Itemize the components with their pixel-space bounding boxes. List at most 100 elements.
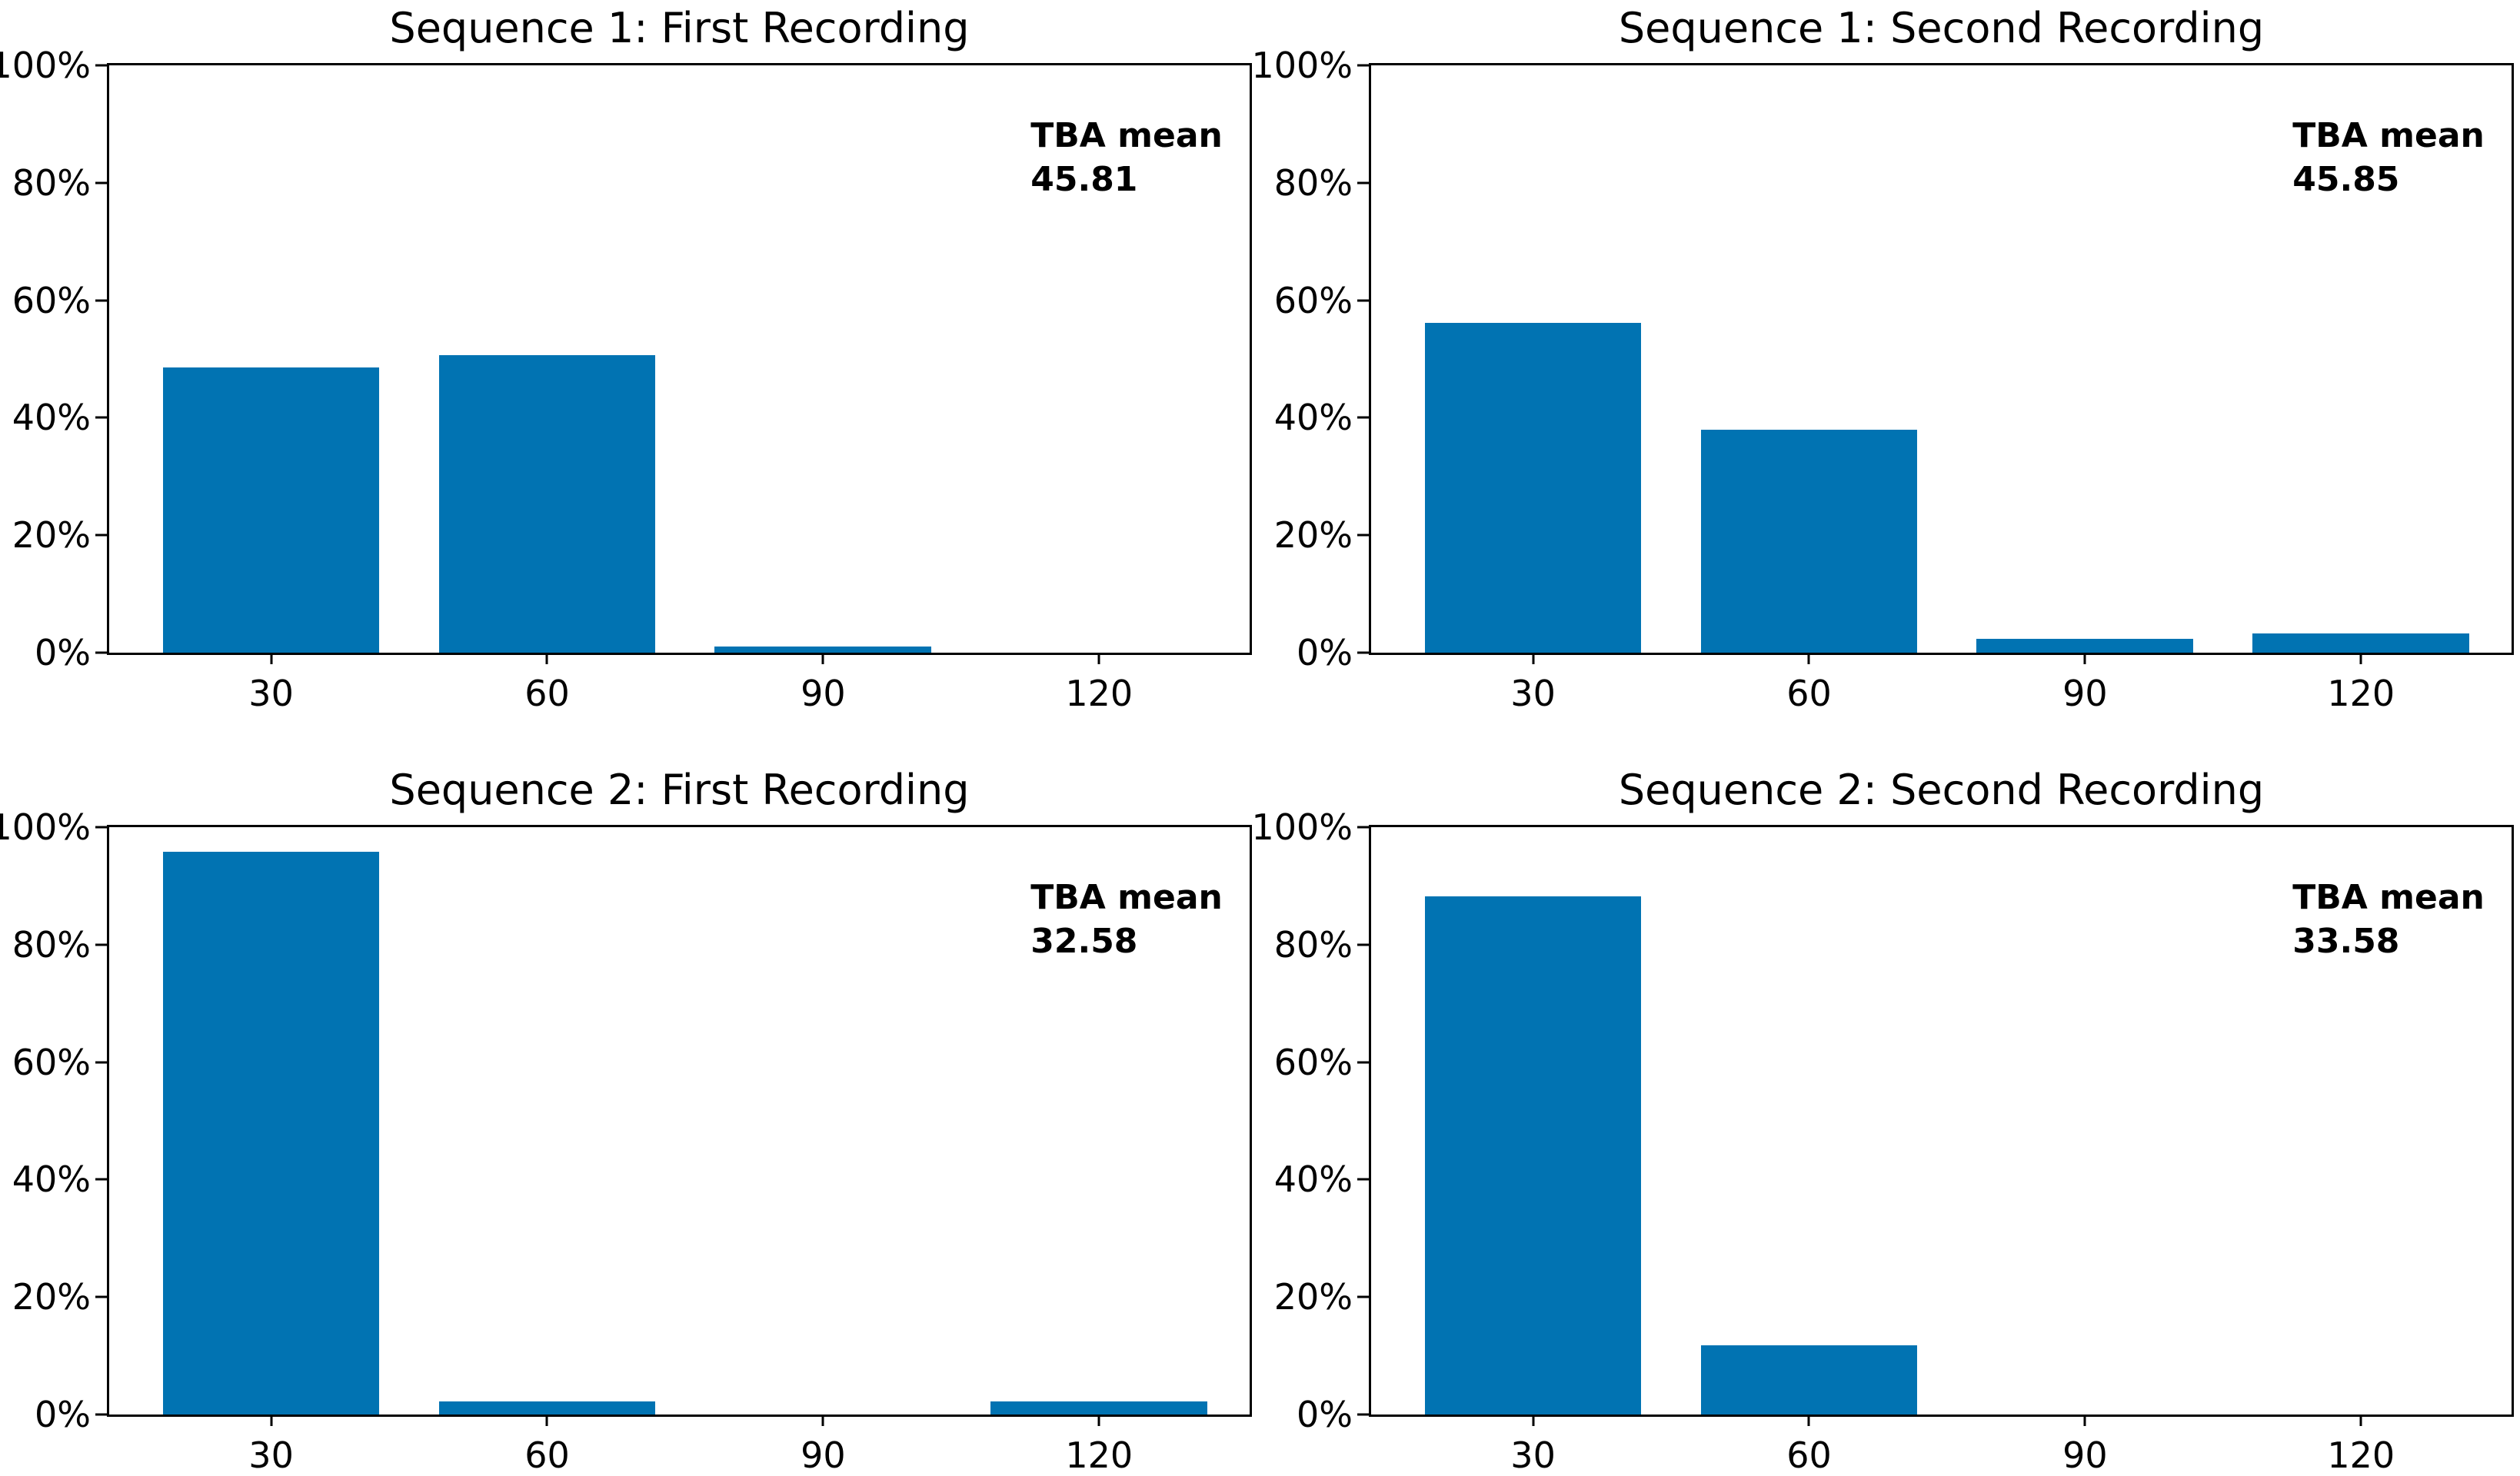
x-tick-label: 30 — [1510, 673, 1556, 714]
x-tick-label: 90 — [2062, 673, 2108, 714]
y-tick-mark — [1357, 1178, 1369, 1181]
bar-60 — [1700, 430, 1918, 653]
x-tick-mark — [1097, 1414, 1100, 1426]
y-tick-mark — [1357, 943, 1369, 946]
y-tick-mark — [95, 416, 107, 419]
y-tick-mark — [1357, 826, 1369, 829]
subplot-sequence1-first: Sequence 1: First Recording 0% 20% 40% 60% 8… — [0, 5, 1252, 714]
y-tick-label: 60% — [1273, 279, 1353, 321]
bar-60 — [1700, 1345, 1918, 1414]
bar-30 — [1424, 896, 1642, 1414]
y-tick-mark — [1357, 416, 1369, 419]
plot-area: 0% 20% 40% 60% 80% 100% 30 60 90 120 TBA mean 32… — [0, 806, 1252, 1476]
x-tick-label: 120 — [2327, 673, 2395, 714]
y-tick-label: 40% — [12, 397, 91, 439]
y-tick-mark — [1357, 1413, 1369, 1416]
x-tick-label: 90 — [2062, 1434, 2108, 1476]
y-tick-label: 20% — [1273, 1276, 1353, 1318]
x-tick-mark — [545, 1414, 548, 1426]
x-tick-mark — [545, 653, 548, 664]
bar-120 — [990, 1401, 1208, 1414]
x-tick-label: 120 — [2327, 1434, 2395, 1476]
y-tick-mark — [1357, 534, 1369, 537]
subplot-sequence2-first: Sequence 2: First Recording 0% 20% 40% 60% 8… — [0, 766, 1252, 1476]
x-tick-mark — [270, 653, 273, 664]
y-tick-mark — [95, 299, 107, 302]
tba-mean-value: 33.58 — [2292, 921, 2400, 961]
y-tick-mark — [95, 1061, 107, 1064]
subplot-sequence2-second: Sequence 2: Second Recording 0% 20% 40% 60%… — [1251, 766, 2514, 1476]
y-tick-mark — [95, 1178, 107, 1181]
y-tick-mark — [95, 826, 107, 829]
y-tick-label: 40% — [1273, 1159, 1353, 1201]
y-tick-mark — [95, 1413, 107, 1416]
y-tick-label: 100% — [0, 806, 91, 848]
y-tick-label: 80% — [12, 161, 91, 204]
x-tick-mark — [2083, 653, 2086, 664]
x-tick-mark — [1807, 653, 1810, 664]
x-tick-mark — [1097, 653, 1100, 664]
chart-title: Sequence 2: Second Recording — [1618, 765, 2265, 814]
y-tick-label: 60% — [1273, 1041, 1353, 1083]
chart-title: Sequence 2: First Recording — [389, 765, 970, 814]
y-tick-mark — [1357, 1061, 1369, 1064]
x-tick-label: 90 — [801, 1434, 846, 1476]
x-tick-label: 30 — [1510, 1434, 1556, 1476]
tba-mean-annotation: TBA mean 45.85 — [2292, 114, 2485, 201]
x-tick-label: 60 — [1786, 1434, 1832, 1476]
y-tick-mark — [95, 651, 107, 654]
x-tick-label: 60 — [524, 673, 570, 714]
y-tick-mark — [1357, 651, 1369, 654]
bar-30 — [162, 367, 380, 653]
y-tick-label: 100% — [1251, 806, 1353, 848]
y-tick-label: 80% — [1273, 161, 1353, 204]
x-tick-label: 120 — [1065, 673, 1134, 714]
y-tick-label: 0% — [35, 1394, 91, 1435]
bar-90 — [714, 647, 932, 653]
plot-area: 0% 20% 40% 60% 80% 100% 30 60 90 120 TBA mean 45… — [1251, 45, 2514, 714]
bar-30 — [162, 852, 380, 1414]
tba-mean-value: 32.58 — [1030, 921, 1138, 961]
bar-90 — [1976, 638, 2194, 653]
x-tick-mark — [1807, 1414, 1810, 1426]
y-tick-mark — [95, 943, 107, 946]
y-tick-label: 20% — [1273, 514, 1353, 557]
tba-mean-annotation: TBA mean 32.58 — [1030, 876, 1223, 963]
chart-title: Sequence 1: First Recording — [389, 3, 970, 52]
y-tick-label: 20% — [12, 1276, 91, 1318]
tba-mean-annotation: TBA mean 33.58 — [2292, 876, 2485, 963]
x-tick-mark — [2359, 653, 2362, 664]
plot-area: 0% 20% 40% 60% 80% 100% 30 60 90 120 TBA mean 45… — [0, 45, 1252, 714]
bar-60 — [438, 355, 656, 653]
y-tick-label: 0% — [1297, 632, 1353, 673]
y-tick-mark — [95, 181, 107, 184]
tba-mean-label: TBA mean — [1030, 877, 1223, 917]
tba-mean-label: TBA mean — [1030, 115, 1223, 155]
x-tick-label: 90 — [801, 673, 846, 714]
y-tick-mark — [95, 534, 107, 537]
y-tick-label: 20% — [12, 514, 91, 557]
x-tick-mark — [821, 1414, 824, 1426]
y-tick-label: 40% — [1273, 397, 1353, 439]
tba-mean-label: TBA mean — [2292, 877, 2485, 917]
x-tick-mark — [1532, 1414, 1535, 1426]
tba-mean-annotation: TBA mean 45.81 — [1030, 114, 1223, 201]
y-tick-label: 60% — [12, 1041, 91, 1083]
y-tick-mark — [95, 64, 107, 67]
x-tick-label: 60 — [1786, 673, 1832, 714]
x-tick-mark — [1532, 653, 1535, 664]
tba-mean-value: 45.85 — [2292, 159, 2400, 199]
x-tick-label: 120 — [1065, 1434, 1134, 1476]
bar-60 — [438, 1401, 656, 1414]
y-tick-mark — [1357, 1295, 1369, 1298]
y-tick-mark — [1357, 299, 1369, 302]
y-tick-label: 100% — [1251, 45, 1353, 86]
y-tick-mark — [1357, 64, 1369, 67]
y-tick-mark — [1357, 181, 1369, 184]
chart-title: Sequence 1: Second Recording — [1618, 3, 2265, 52]
x-tick-mark — [821, 653, 824, 664]
x-tick-mark — [270, 1414, 273, 1426]
y-tick-label: 60% — [12, 279, 91, 321]
plot-area: 0% 20% 40% 60% 80% 100% 30 60 90 120 TBA mean 33… — [1251, 806, 2514, 1476]
